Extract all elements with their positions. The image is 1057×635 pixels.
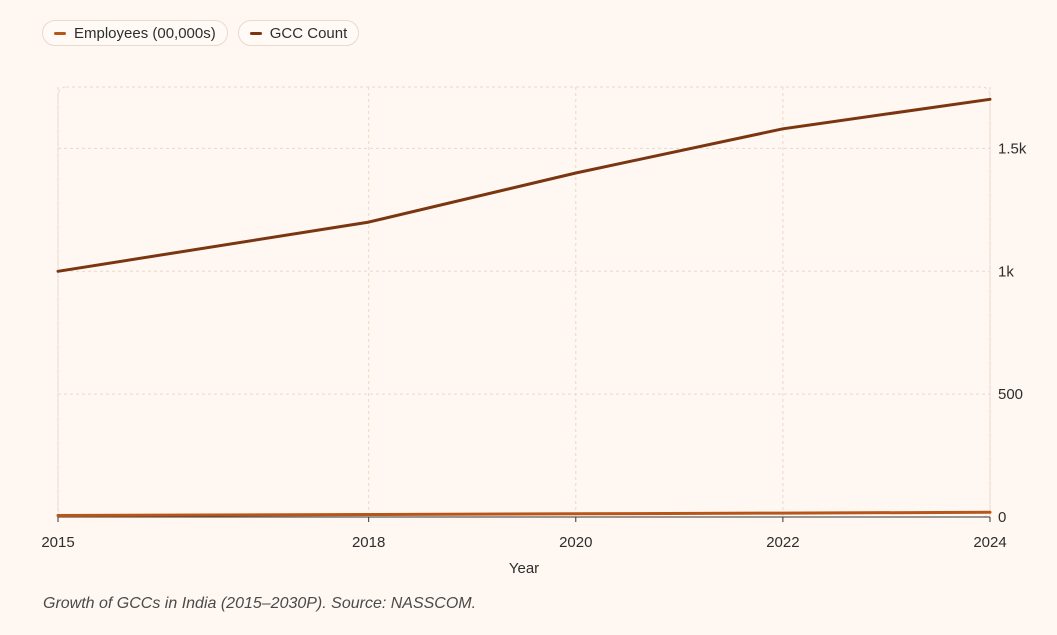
legend-item-gcc-count[interactable]: GCC Count: [237, 20, 360, 46]
y-tick-label: 0: [998, 509, 1006, 526]
chart-legend: Employees (00,000s) GCC Count: [42, 20, 360, 46]
x-tick-label: 2024: [973, 534, 1006, 551]
x-axis-label: Year: [509, 560, 539, 577]
plot-frame: [57, 86, 991, 518]
legend-item-employees[interactable]: Employees (00,000s): [42, 20, 228, 46]
legend-swatch-employees: [54, 31, 66, 35]
x-tick-label: 2022: [766, 534, 799, 551]
x-tick-label: 2015: [41, 534, 74, 551]
x-tick-label: 2018: [352, 534, 385, 551]
y-tick-label: 1.5k: [998, 140, 1027, 157]
chart-caption: Growth of GCCs in India (2015–2030P). So…: [43, 595, 477, 612]
legend-label-employees: Employees (00,000s): [74, 24, 216, 42]
legend-swatch-gcc-count: [249, 31, 262, 35]
y-tick-label: 500: [998, 386, 1023, 403]
series-line-employees: [56, 510, 992, 517]
series-line-gcc-count: [56, 97, 992, 273]
y-tick-label: 1k: [998, 263, 1014, 280]
x-tick-label: 2020: [559, 534, 592, 551]
legend-label-gcc-count: GCC Count: [269, 24, 348, 42]
